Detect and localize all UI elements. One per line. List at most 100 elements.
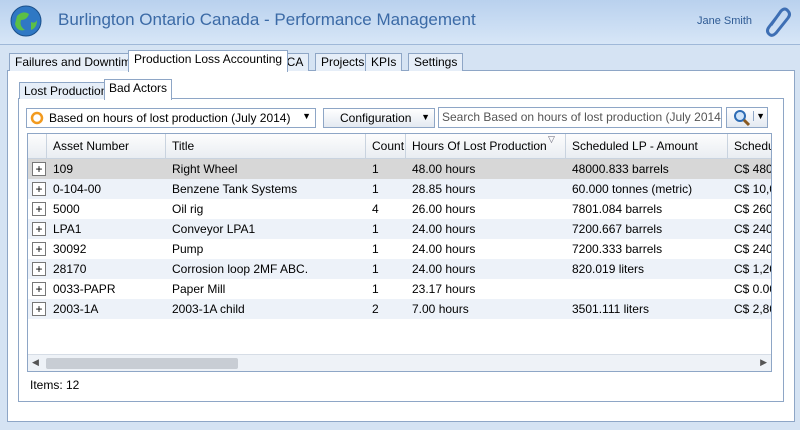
configuration-button[interactable]: Configuration ▼ (323, 108, 435, 128)
expand-button[interactable]: + (32, 222, 46, 236)
grid-cell: 2 (372, 302, 379, 316)
user-name[interactable]: Jane Smith (697, 15, 753, 27)
grid-cell: 1 (372, 242, 379, 256)
grid-cell: Paper Mill (172, 282, 226, 296)
grid-cell: 2003-1A child (172, 302, 245, 316)
tab[interactable]: Production Loss Accounting (128, 50, 289, 72)
grid-cell: 1 (372, 222, 379, 236)
expand-button[interactable]: + (32, 162, 46, 176)
grid-cell: 2003-1A (53, 302, 99, 316)
grid-cell: LPA1 (53, 222, 82, 236)
expand-button[interactable]: + (32, 242, 46, 256)
column-header[interactable]: Asset Number (47, 134, 166, 158)
items-count: Items: 12 (30, 378, 80, 392)
grid-cell: 7200.667 barrels (572, 222, 663, 236)
grid-cell: C$ 240, (734, 242, 772, 256)
expand-button[interactable]: + (32, 282, 46, 296)
subtab[interactable]: Bad Actors (104, 79, 173, 100)
tab[interactable]: Projects (315, 53, 371, 71)
grid-row[interactable]: +5000 Oil rig 4 26.00 hours 7801.084 barrels… (28, 199, 772, 219)
grid-cell: 0-104-00 (53, 182, 102, 196)
expand-button[interactable]: + (32, 202, 46, 216)
grid-cell: 48.00 hours (412, 162, 476, 176)
report-dropdown[interactable]: Based on hours of lost production (July … (26, 108, 316, 128)
grid-cell: C$ 2,80 (734, 302, 772, 316)
subtab[interactable]: Lost Production (19, 82, 113, 99)
globe-icon (10, 5, 42, 37)
grid-row[interactable]: +0033-PAPR Paper Mill 1 23.17 hours C$ 0.00 (28, 279, 772, 299)
grid-cell: 48000.833 barrels (572, 162, 669, 176)
horizontal-scrollbar[interactable]: ◀ ▶ (28, 354, 771, 371)
grid-row[interactable]: +30092 Pump 1 24.00 hours 7200.333 barrels C$… (28, 239, 772, 259)
grid-cell: 0033-PAPR (53, 282, 116, 296)
button-text: Configuration (340, 111, 412, 125)
grid-cell: 7.00 hours (412, 302, 469, 316)
grid-cell: C$ 240, (734, 222, 772, 236)
dropdown-text: Based on hours of lost production (July … (49, 111, 291, 125)
grid-cell: C$ 260, (734, 202, 772, 216)
grid-cell: 1 (372, 282, 379, 296)
data-grid: Asset Number Title Count Hours Of Lost Prod… (27, 133, 772, 372)
column-header[interactable]: Scheduled LP - Amount (566, 134, 728, 158)
attachment-icon[interactable] (763, 5, 793, 39)
column-header[interactable]: Hours Of Lost Production (406, 134, 566, 158)
grid-cell: 7801.084 barrels (572, 202, 663, 216)
grid-cell: 28.85 hours (412, 182, 476, 196)
grid-cell: 1 (372, 162, 379, 176)
grid-cell: 23.17 hours (412, 282, 476, 296)
grid-header: Asset Number Title Count Hours Of Lost Prod… (28, 134, 771, 159)
grid-cell: 24.00 hours (412, 262, 476, 276)
column-header[interactable]: Count (366, 134, 406, 158)
button-arrow: ▼ (421, 112, 430, 122)
grid-cell: Oil rig (172, 202, 204, 216)
search-arrow: ▼ (753, 111, 765, 121)
grid-cell: Pump (172, 242, 204, 256)
grid-row[interactable]: +109 Right Wheel 1 48.00 hours 48000.833 bar… (28, 159, 772, 179)
grid-row[interactable]: +28170 Corrosion loop 2MF ABC. 1 24.00 hour… (28, 259, 772, 279)
column-header[interactable]: Title (166, 134, 366, 158)
grid-cell: 60.000 tonnes (metric) (572, 182, 693, 196)
tab[interactable]: KPIs (365, 53, 403, 71)
grid-cell: 109 (53, 162, 74, 176)
grid-cell: Right Wheel (172, 162, 238, 176)
scroll-thumb[interactable] (46, 358, 238, 369)
expand-button[interactable]: + (32, 262, 46, 276)
grid-cell: 28170 (53, 262, 87, 276)
dropdown-arrow: ▼ (302, 111, 311, 121)
grid-cell: C$ 10,0 (734, 182, 772, 196)
grid-cell: 24.00 hours (412, 242, 476, 256)
grid-cell: C$ 480, (734, 162, 772, 176)
filter-icon[interactable]: ▽ (548, 134, 555, 144)
grid-cell: 1 (372, 182, 379, 196)
grid-row[interactable]: + LPA1 Conveyor LPA1 1 24.00 hours 7200.667 b… (28, 219, 772, 239)
search-box[interactable]: Search Based on hours of lost production… (438, 107, 722, 128)
report-icon (30, 111, 44, 125)
column-header[interactable]: Schedu (728, 134, 771, 158)
app-title: Burlington Ontario Canada - Performance … (58, 10, 476, 29)
grid-cell: 4 (372, 202, 379, 216)
grid-cell: 26.00 hours (412, 202, 476, 216)
search-placeholder: Search Based on hours of lost production… (442, 110, 722, 124)
grid-cell: Benzene Tank Systems (172, 182, 298, 196)
grid-cell: 7200.333 barrels (572, 242, 663, 256)
expand-header (28, 134, 47, 158)
grid-cell: 24.00 hours (412, 222, 476, 236)
grid-cell: 30092 (53, 242, 87, 256)
grid-cell: Conveyor LPA1 (172, 222, 256, 236)
search-button[interactable]: ▼ (726, 107, 768, 128)
grid-row[interactable]: +2003-1A 2003-1A child 2 7.00 hours 3501.111… (28, 299, 772, 319)
grid-row[interactable]: +0-104-00 Benzene Tank Systems 1 28.85 hour… (28, 179, 772, 199)
grid-cell: 5000 (53, 202, 80, 216)
tab[interactable]: Failures and Downtime (9, 53, 144, 71)
grid-cell: 820.019 liters (572, 262, 645, 276)
tab[interactable]: Settings (408, 53, 464, 71)
grid-cell: C$ 0.00 (734, 282, 772, 296)
grid-cell: 1 (372, 262, 379, 276)
expand-button[interactable]: + (32, 182, 46, 196)
title-bar (0, 0, 800, 45)
expand-button[interactable]: + (32, 302, 46, 316)
search-icon (734, 110, 751, 127)
grid-cell: Corrosion loop 2MF ABC. (172, 262, 309, 276)
grid-cell: C$ 1,20 (734, 262, 772, 276)
